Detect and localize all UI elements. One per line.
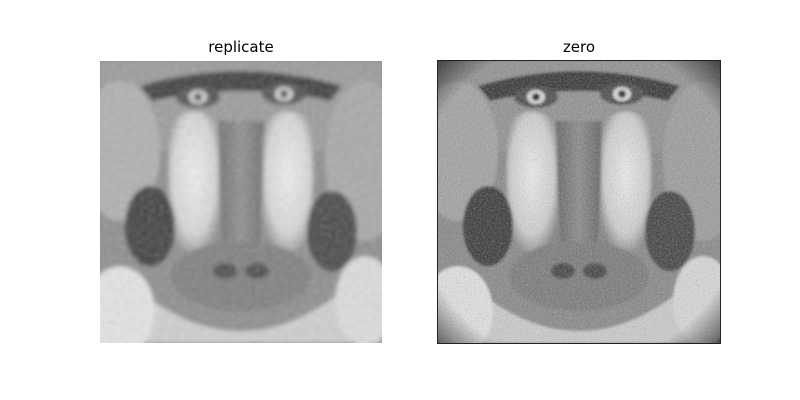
zero-mandrill-image: [437, 60, 721, 344]
replicate-mandrill-image: [100, 61, 382, 343]
replicate-panel-title: replicate: [208, 38, 274, 56]
mandrill-face-zero: [438, 61, 720, 343]
mandrill-face-replicate: [100, 61, 382, 343]
zero-panel-title: zero: [562, 38, 596, 56]
